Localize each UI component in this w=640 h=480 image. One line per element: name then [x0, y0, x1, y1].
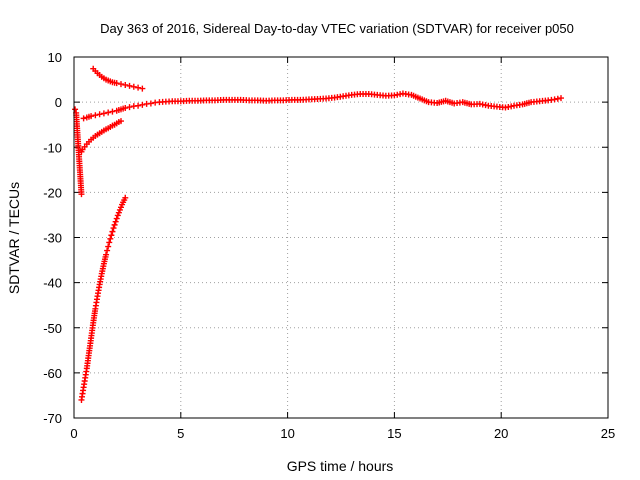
data-point: [114, 212, 121, 219]
data-point: [139, 85, 146, 92]
data-point: [113, 80, 120, 87]
data-point: [88, 113, 95, 120]
data-points: [72, 65, 565, 403]
data-point: [105, 243, 112, 250]
data-point: [122, 104, 129, 111]
y-tick-label: -50: [43, 321, 62, 336]
y-tick-label: -60: [43, 366, 62, 381]
chart-title: Day 363 of 2016, Sidereal Day-to-day VTE…: [100, 21, 574, 36]
data-point: [135, 84, 142, 91]
data-point: [107, 235, 114, 242]
data-point: [115, 209, 122, 216]
data-point: [96, 111, 103, 118]
data-point: [117, 81, 124, 88]
y-tick-label: -10: [43, 140, 62, 155]
y-tick-label: -30: [43, 231, 62, 246]
y-tick-label: 10: [48, 50, 62, 65]
grid-lines: [74, 57, 608, 418]
y-tick-label: 0: [55, 95, 62, 110]
data-point: [117, 204, 124, 211]
data-point: [147, 100, 154, 107]
data-point: [116, 206, 123, 213]
series-lower-rising-arc: [78, 118, 124, 155]
data-point: [139, 101, 146, 108]
data-point: [135, 102, 142, 109]
data-point: [112, 218, 119, 225]
data-point: [122, 194, 129, 201]
data-point: [100, 110, 107, 117]
data-point: [113, 215, 120, 222]
data-point: [80, 115, 87, 122]
data-point: [122, 81, 129, 88]
data-point: [126, 82, 133, 89]
tick-labels: 0 5 10 15 20 25 10 0 -10 -20 -30 -40 -50 -60 -70: [43, 50, 615, 441]
data-point: [104, 247, 111, 254]
x-axis-label: GPS time / hours: [287, 458, 394, 474]
data-point: [105, 109, 112, 116]
data-point: [78, 191, 85, 198]
data-point: [103, 251, 110, 258]
x-tick-label: 15: [387, 426, 401, 441]
x-tick-label: 25: [601, 426, 615, 441]
series-main-trace: [80, 90, 565, 122]
x-tick-label: 10: [280, 426, 294, 441]
data-point: [110, 225, 117, 232]
x-tick-label: 20: [494, 426, 508, 441]
y-tick-label: -70: [43, 411, 62, 426]
data-point: [109, 108, 116, 115]
data-point: [109, 228, 116, 235]
series-steep-recovery-arc: [78, 194, 129, 403]
y-tick-label: -20: [43, 185, 62, 200]
x-tick-label: 5: [177, 426, 184, 441]
y-axis-label: SDTVAR / TECUs: [6, 182, 22, 294]
data-point: [117, 118, 124, 125]
data-point: [111, 221, 118, 228]
data-point: [106, 239, 113, 246]
data-point: [126, 104, 133, 111]
x-tick-label: 0: [70, 426, 77, 441]
data-point: [130, 83, 137, 90]
series-isolated-points: [72, 106, 85, 198]
data-point: [72, 106, 79, 113]
data-point: [108, 232, 115, 239]
series-upper-decay-arc: [90, 65, 146, 92]
plot-frame: [73, 56, 609, 419]
data-point: [92, 112, 99, 119]
data-point: [558, 95, 565, 102]
y-tick-label: -40: [43, 276, 62, 291]
